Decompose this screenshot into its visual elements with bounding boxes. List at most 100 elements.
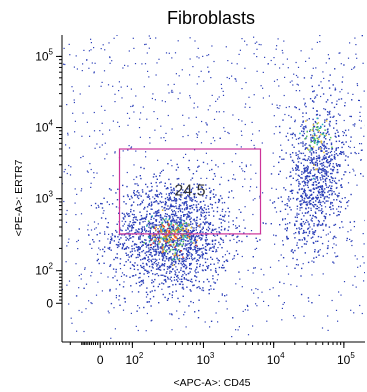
event-dot [326, 143, 328, 145]
event-dot [313, 164, 315, 166]
event-dot [187, 167, 190, 169]
event-dot [196, 222, 198, 224]
event-dot [320, 150, 322, 152]
event-dot [188, 117, 190, 119]
event-dot [300, 227, 303, 230]
event-dot [243, 232, 245, 234]
event-dot [329, 116, 332, 118]
event-dot [193, 246, 196, 248]
event-dot [251, 289, 253, 291]
event-dot [155, 252, 158, 254]
event-dot [315, 217, 318, 219]
event-dot [168, 248, 170, 250]
event-dot [202, 287, 204, 289]
event-dot [232, 224, 234, 226]
event-dot [165, 218, 167, 220]
event-dot [87, 224, 89, 226]
event-dot [170, 222, 173, 224]
event-dot [208, 211, 210, 213]
event-dot [318, 167, 320, 169]
event-dot [210, 190, 212, 192]
event-dot [275, 188, 277, 190]
event-dot [297, 142, 300, 145]
event-dot [108, 203, 110, 206]
event-dot [145, 151, 147, 153]
event-dot [184, 247, 186, 250]
event-dot [318, 157, 321, 160]
event-dot [142, 279, 144, 281]
event-dot [205, 222, 207, 224]
event-dot [194, 240, 196, 242]
event-dot [183, 201, 186, 204]
event-dot [159, 231, 161, 233]
event-dot [315, 126, 318, 128]
event-dot [301, 203, 303, 205]
event-dot [262, 192, 264, 194]
event-dot [141, 217, 143, 219]
event-dot [303, 315, 305, 317]
event-dot [200, 177, 202, 179]
event-dot [271, 187, 273, 189]
event-dot [200, 207, 202, 210]
event-dot [205, 217, 207, 219]
event-dot [160, 201, 162, 204]
event-dot [325, 132, 327, 135]
event-dot [176, 214, 178, 217]
event-dot [190, 197, 193, 199]
event-dot [333, 180, 336, 182]
event-dot [144, 269, 146, 271]
event-dot [135, 256, 137, 259]
event-dot [328, 185, 331, 187]
event-dot [190, 278, 193, 280]
event-dot [176, 250, 179, 252]
event-dot [177, 230, 179, 233]
event-dot [114, 152, 116, 154]
event-dot [305, 126, 307, 129]
event-dot [170, 262, 173, 264]
event-dot [153, 224, 155, 226]
event-dot [323, 145, 325, 147]
event-dot [170, 220, 172, 222]
event-dot [215, 164, 217, 166]
event-dot [144, 218, 147, 220]
event-dot [307, 172, 309, 174]
event-dot [205, 252, 207, 254]
event-dot [295, 173, 297, 175]
event-dot [212, 210, 215, 212]
event-dot [147, 251, 149, 253]
event-dot [298, 150, 300, 152]
event-dot [156, 210, 159, 212]
event-dot [205, 232, 207, 234]
event-dot [185, 202, 187, 204]
event-dot [320, 133, 322, 136]
event-dot [304, 190, 306, 192]
event-dot [327, 54, 329, 56]
event-dot [180, 225, 183, 227]
event-dot [121, 246, 124, 249]
event-dot [177, 208, 179, 210]
event-dot [148, 240, 150, 242]
event-dot [312, 236, 314, 238]
event-dot [217, 259, 219, 261]
event-dot [212, 246, 214, 248]
event-dot [314, 173, 316, 176]
event-dot [161, 245, 163, 248]
event-dot [342, 76, 344, 78]
event-dot [331, 190, 333, 192]
event-dot [121, 234, 123, 236]
event-dot [125, 252, 127, 254]
event-dot [204, 258, 206, 260]
event-dot [308, 144, 310, 146]
event-dot [183, 202, 185, 205]
event-dot [76, 241, 78, 243]
event-dot [141, 201, 144, 204]
event-dot [168, 244, 170, 247]
event-dot [135, 231, 137, 234]
event-dot [200, 248, 202, 250]
gate-rectangle[interactable] [118, 148, 262, 235]
event-dot [149, 142, 151, 144]
event-dot [74, 120, 76, 122]
event-dot [155, 195, 157, 197]
event-dot [164, 200, 167, 203]
event-dot [164, 235, 167, 237]
